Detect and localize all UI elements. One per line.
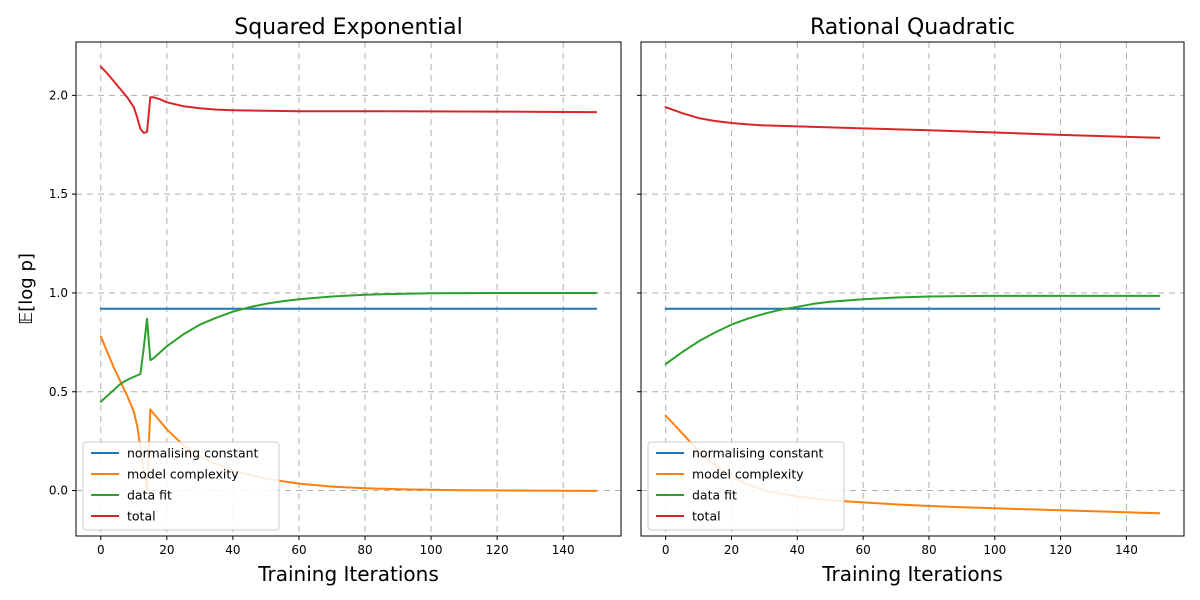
- chart-title: Squared Exponential: [234, 15, 463, 40]
- series-line-total: [99, 65, 598, 134]
- legend-label: total: [692, 509, 721, 524]
- legend-label: data fit: [692, 488, 737, 503]
- plot-frame: [640, 41, 1185, 537]
- y-axis-ticks: 0.0 0.5 1.0 1.5 2.0: [49, 88, 76, 498]
- y-tick-label: 0.0: [49, 484, 68, 498]
- x-tick-label: 100: [983, 543, 1006, 557]
- y-tick-label: 1.5: [49, 187, 68, 201]
- y-tick-label: 1.0: [49, 286, 68, 300]
- series-line-model-complexity: [99, 335, 598, 492]
- x-tick-label: 40: [225, 543, 240, 557]
- x-tick-label: 60: [291, 543, 306, 557]
- legend-label: model complexity: [127, 467, 239, 482]
- x-tick-label: 60: [855, 543, 870, 557]
- chart-panel-squared-exponential: Squared Exponential 0 20 40 60 80 100 120 140 0…: [16, 15, 622, 586]
- plot-frame: [75, 41, 622, 537]
- series-line-total: [664, 106, 1161, 139]
- x-tick-label: 120: [486, 543, 509, 557]
- x-tick-label: 0: [662, 543, 670, 557]
- x-tick-label: 120: [1049, 543, 1072, 557]
- series-lines: [99, 65, 598, 492]
- x-tick-label: 140: [552, 543, 575, 557]
- grid: [76, 42, 621, 536]
- legend-label: model complexity: [692, 467, 804, 482]
- x-tick-label: 40: [790, 543, 805, 557]
- x-tick-label: 100: [420, 543, 443, 557]
- y-tick-label: 0.5: [49, 385, 68, 399]
- x-axis-ticks: 0 20 40 60 80 100 120 140: [97, 536, 575, 557]
- legend-label: normalising constant: [127, 446, 259, 461]
- legend: normalising constant model complexity data…: [647, 441, 845, 531]
- y-axis-ticks: [637, 94, 641, 492]
- legend-box: [647, 441, 845, 531]
- x-axis-ticks: 0 20 40 60 80 100 120 140: [662, 536, 1138, 557]
- y-axis-label: 𝔼[log p]: [16, 253, 37, 325]
- legend-label: data fit: [127, 488, 172, 503]
- x-tick-label: 80: [357, 543, 372, 557]
- x-tick-label: 140: [1115, 543, 1138, 557]
- x-tick-label: 20: [159, 543, 174, 557]
- series-line-data-fit: [664, 294, 1161, 366]
- legend-label: total: [127, 509, 156, 524]
- legend: normalising constant model complexity data…: [82, 441, 280, 531]
- series-line-data-fit: [99, 292, 598, 403]
- x-tick-label: 20: [724, 543, 739, 557]
- legend-label: normalising constant: [692, 446, 824, 461]
- x-axis-label: Training Iterations: [257, 562, 439, 586]
- x-axis-label: Training Iterations: [821, 562, 1003, 586]
- x-tick-label: 0: [97, 543, 105, 557]
- chart-panel-rational-quadratic: Rational Quadratic 0 20 40 60 80 100 120 140 Tr…: [637, 15, 1185, 586]
- x-tick-label: 80: [921, 543, 936, 557]
- chart-title: Rational Quadratic: [810, 15, 1015, 40]
- legend-box: [82, 441, 280, 531]
- y-tick-label: 2.0: [49, 88, 68, 102]
